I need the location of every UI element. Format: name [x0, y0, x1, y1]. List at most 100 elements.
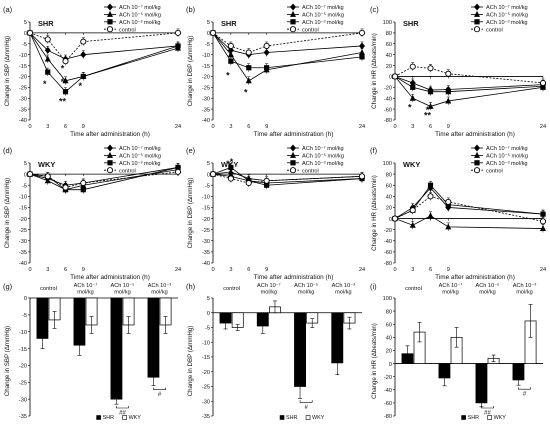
y-tick-label: 100	[383, 296, 392, 302]
chart-h: 5 0 -5 -10 -15 -20 -25 -30 -35 Change in DBP (Δmm…	[186, 282, 362, 421]
data-point	[410, 84, 416, 90]
data-point	[409, 79, 416, 87]
legend-label: WKY	[312, 415, 325, 421]
y-tick-label: -5	[205, 326, 210, 332]
series-3	[391, 192, 547, 226]
y-tick-label: -25	[202, 385, 210, 391]
x-tick-label: 0	[393, 267, 396, 273]
y-tick-label: -35	[202, 250, 210, 256]
legend-marker	[290, 144, 296, 152]
data-point	[175, 43, 181, 49]
significance-marker: *	[79, 81, 83, 91]
bar-shr	[110, 297, 123, 400]
y-tick-label: -5	[205, 183, 210, 189]
legend-label: ACh 10⁻⁵ mol/kg	[302, 12, 344, 19]
data-point	[427, 102, 434, 109]
y-tick-label: -15	[19, 347, 27, 353]
legend-marker	[290, 160, 296, 166]
legend-label: control	[119, 27, 136, 33]
data-point	[427, 212, 434, 219]
data-point	[263, 177, 270, 184]
series-line	[394, 215, 544, 229]
x-tick-label: 0	[28, 267, 31, 273]
data-point	[540, 211, 546, 217]
data-point	[44, 55, 51, 62]
x-tick-label: 6	[64, 267, 67, 273]
significance-marker: ##	[119, 411, 126, 417]
x-axis-label: Time after administration (h)	[70, 131, 150, 138]
x-tick-label: 9	[265, 267, 268, 273]
y-axis-label: Change in HR (Δbeats/min)	[371, 175, 378, 251]
legend-swatch	[487, 415, 492, 420]
y-tick-label: -40	[384, 96, 392, 102]
y-tick-label: 5	[207, 161, 210, 167]
series-line	[212, 32, 363, 53]
data-point	[80, 73, 86, 80]
legend-marker	[474, 144, 480, 152]
x-axis-label: Time after administration (h)	[435, 274, 515, 281]
strain-label: WKY	[38, 160, 55, 169]
y-tick-label: -5	[205, 42, 210, 48]
legend-label: ACh 10⁻⁷ mol/kg	[119, 4, 161, 11]
x-tick-label: 9	[82, 124, 85, 130]
legend-marker	[107, 144, 113, 152]
x-tick-label: 9	[447, 124, 450, 130]
y-tick-label: -10	[19, 330, 27, 336]
legend-marker	[106, 26, 114, 33]
legend-marker	[107, 3, 113, 11]
y-tick-label: -20	[202, 370, 210, 376]
x-axis-label: Time after administration (h)	[254, 274, 334, 281]
series-3	[26, 167, 182, 192]
y-tick-label: 0	[207, 31, 210, 37]
data-point	[409, 94, 416, 101]
legend-marker	[474, 10, 480, 17]
x-tick-label: 9	[265, 124, 268, 130]
legend-label: ACh 10⁻⁷ mol/kg	[486, 145, 528, 152]
y-tick-label: -25	[202, 86, 210, 92]
category-label: control	[223, 286, 240, 292]
data-point	[228, 164, 234, 171]
y-tick-label: 0	[389, 217, 392, 223]
category-label: ACh 10⁻⁵ mol/kg	[476, 282, 500, 296]
x-tick-label: 3	[46, 124, 49, 130]
x-tick-label: 24	[540, 267, 546, 273]
y-tick-label: 80	[386, 309, 392, 315]
data-point	[445, 198, 452, 205]
y-tick-label: -15	[202, 64, 210, 70]
significance-bracket	[518, 387, 531, 390]
y-tick-label: -10	[202, 340, 210, 346]
series-1	[210, 29, 365, 85]
data-point	[80, 179, 87, 187]
legend-marker	[474, 19, 480, 25]
data-point	[445, 97, 452, 104]
x-tick-label: 0	[211, 267, 214, 273]
data-point	[246, 65, 252, 71]
y-tick-label: -20	[202, 75, 210, 81]
chart-i: 100 80 60 40 20 0 -20 -40 -60 -80 Change in HR (Δb…	[370, 282, 543, 421]
series-0	[210, 29, 365, 59]
legend-label: control	[302, 27, 319, 33]
legend-label: ACh 10⁻³ mol/kg	[119, 20, 161, 26]
strain-label: SHR	[403, 19, 419, 28]
legend-marker	[290, 3, 296, 11]
series-line	[212, 173, 363, 184]
data-point	[80, 187, 86, 193]
data-point	[391, 215, 399, 222]
x-axis-label: Time after administration (h)	[70, 274, 150, 281]
data-point	[209, 171, 217, 178]
series-line	[29, 32, 179, 62]
y-axis-label: Change in DBP (ΔmmHg)	[187, 326, 194, 397]
series-line	[394, 76, 544, 93]
y-tick-label: 100	[383, 161, 392, 167]
legend-label: ACh 10⁻³ mol/kg	[486, 161, 528, 167]
y-tick-label: -30	[19, 96, 27, 102]
series-1	[392, 211, 546, 233]
y-tick-label: -5	[22, 313, 27, 319]
data-point	[539, 79, 547, 87]
category-label: ACh 10⁻³ mol/kg	[332, 283, 356, 296]
panel-label: (b)	[186, 5, 196, 14]
y-tick-label: -35	[202, 414, 210, 420]
x-tick-label: 0	[28, 124, 31, 130]
